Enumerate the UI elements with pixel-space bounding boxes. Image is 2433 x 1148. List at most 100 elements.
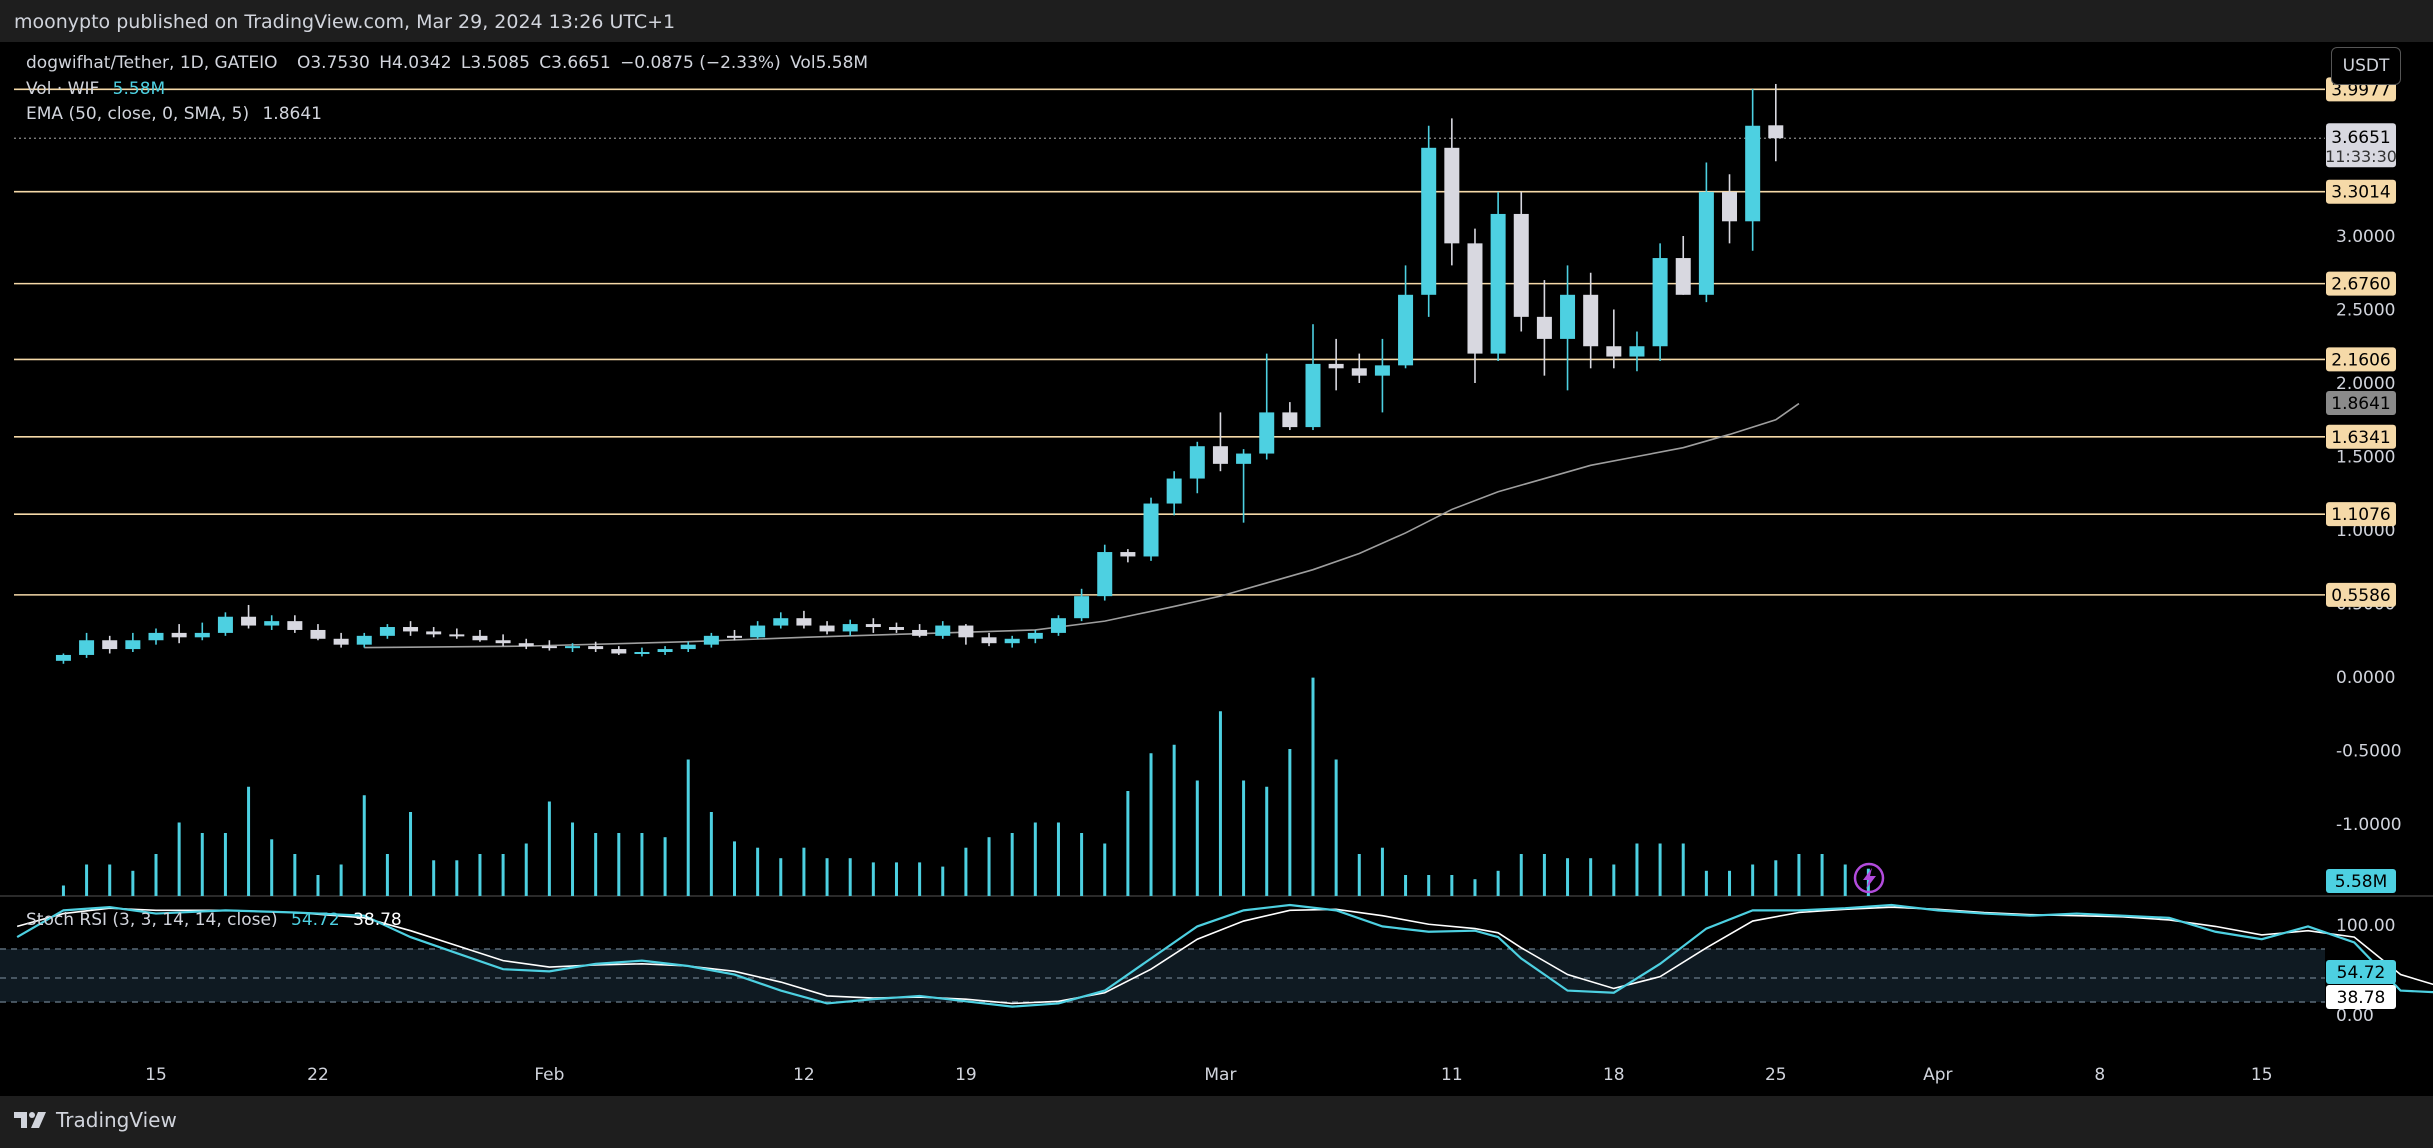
candles-group bbox=[55, 83, 1784, 664]
ema-legend-label: EMA (50, close, 0, SMA, 5) bbox=[26, 104, 250, 124]
candle-body bbox=[1560, 294, 1576, 339]
ohlc-open: 3.7530 bbox=[310, 53, 370, 73]
candle-body bbox=[680, 644, 696, 650]
volume-tag-bg bbox=[2326, 869, 2396, 893]
time-tick-label: 19 bbox=[955, 1065, 977, 1085]
stoch-d-tag-bg bbox=[2326, 985, 2396, 1009]
candle-body bbox=[171, 632, 187, 638]
candle-body bbox=[819, 625, 835, 632]
candle-body bbox=[1606, 346, 1622, 357]
ema-line-group bbox=[364, 402, 1800, 649]
ema-legend-value: 1.8641 bbox=[262, 104, 322, 124]
candle-body bbox=[1050, 618, 1066, 633]
candle-body bbox=[1652, 258, 1668, 347]
candle-body bbox=[310, 629, 326, 639]
stoch-k-value: 54.72 bbox=[291, 910, 340, 930]
candle-body bbox=[379, 627, 395, 636]
candle-body bbox=[1629, 346, 1645, 357]
candle-body bbox=[634, 652, 650, 655]
candle-body bbox=[217, 616, 233, 633]
candle-body bbox=[1143, 503, 1159, 557]
price-tags-group: 3.9977 3.3014 2.6760 2.1606 1.6341 1.1076 0.55… bbox=[2325, 77, 2397, 1009]
candle-body bbox=[1259, 412, 1275, 454]
candle-body bbox=[403, 627, 419, 632]
horizontal-levels-group bbox=[14, 88, 2325, 596]
time-tick-label: 22 bbox=[307, 1065, 329, 1085]
publish-info: moonypto published on TradingView.com, M… bbox=[14, 11, 676, 33]
price-chart[interactable]: 3.00002.50002.00001.50001.00000.50000.00… bbox=[0, 42, 2433, 1096]
candle-body bbox=[1189, 446, 1205, 479]
candle-body bbox=[472, 635, 488, 641]
candle-body bbox=[1698, 191, 1714, 295]
candle-body bbox=[1583, 294, 1599, 347]
candle-body bbox=[356, 635, 372, 645]
candle-body bbox=[1768, 125, 1784, 139]
stoch-k-tag: 54.72 bbox=[2337, 963, 2386, 983]
candle-body bbox=[333, 638, 349, 645]
stoch-d-line bbox=[16, 906, 2433, 1005]
candle-body bbox=[55, 654, 71, 661]
currency-button[interactable]: USDT bbox=[2331, 47, 2401, 85]
volume-legend-label: Vol · WIF bbox=[26, 79, 100, 99]
ohlc-change: −0.0875 (−2.33%) bbox=[620, 53, 781, 73]
candle-body bbox=[750, 625, 766, 638]
price-tick-label: 1.5000 bbox=[2336, 448, 2395, 468]
candle-body bbox=[565, 646, 581, 649]
candle-body bbox=[1074, 596, 1090, 619]
ema-legend[interactable]: EMA (50, close, 0, SMA, 5) 1.8641 bbox=[26, 104, 322, 124]
stoch-rsi-group bbox=[16, 903, 2433, 1008]
ohlc-vol: 5.58M bbox=[815, 53, 869, 73]
lightning-icon[interactable] bbox=[1853, 862, 1885, 894]
countdown-tag: 11:33:30 bbox=[2325, 147, 2397, 166]
level-tag: 2.1606 bbox=[2331, 350, 2390, 370]
stoch-band-group bbox=[0, 895, 2433, 1003]
candle-body bbox=[981, 637, 997, 644]
candle-body bbox=[1328, 363, 1344, 369]
level-tag: 2.6760 bbox=[2331, 275, 2390, 295]
tradingview-logo[interactable]: TradingView bbox=[14, 1108, 177, 1132]
level-tag: 1.1076 bbox=[2331, 505, 2390, 525]
candle-body bbox=[958, 625, 974, 638]
level-tag-bg bbox=[2326, 582, 2396, 607]
level-tag: 3.9977 bbox=[2331, 80, 2390, 100]
candle-body bbox=[518, 643, 534, 647]
ohlc-close-label: C bbox=[539, 53, 552, 73]
symbol-title: dogwifhat/Tether, 1D, GATEIO bbox=[26, 53, 278, 73]
candle-body bbox=[588, 646, 604, 650]
candle-body bbox=[657, 649, 673, 653]
ema-tag-bg bbox=[2326, 390, 2396, 415]
candle-body bbox=[1675, 258, 1691, 295]
candle-body bbox=[727, 635, 742, 638]
stoch-d-tag: 38.78 bbox=[2337, 988, 2386, 1008]
candle-body bbox=[541, 646, 557, 649]
stoch-tick-label: 0.00 bbox=[2336, 1006, 2374, 1026]
footer-bar: TradingView bbox=[0, 1096, 2433, 1148]
level-tag: 3.3014 bbox=[2331, 183, 2390, 203]
level-tag: 0.5586 bbox=[2331, 586, 2390, 606]
candle-body bbox=[865, 624, 881, 628]
candle-body bbox=[1722, 191, 1738, 222]
candle-body bbox=[1467, 243, 1483, 354]
candle-body bbox=[125, 640, 141, 650]
ema-tag: 1.8641 bbox=[2331, 394, 2390, 414]
candle-body bbox=[611, 649, 627, 654]
volume-bars-group bbox=[61, 677, 1870, 896]
symbol-legend[interactable]: dogwifhat/Tether, 1D, GATEIO O3.7530 H4.… bbox=[26, 53, 868, 73]
stoch-legend[interactable]: Stoch RSI (3, 3, 14, 14, close) 54.72 38… bbox=[26, 910, 402, 930]
stoch-legend-label: Stoch RSI (3, 3, 14, 14, close) bbox=[26, 910, 278, 930]
time-tick-label: 18 bbox=[1603, 1065, 1625, 1085]
candle-body bbox=[148, 632, 164, 641]
price-tick-label: -1.0000 bbox=[2336, 815, 2402, 835]
tradingview-icon bbox=[14, 1112, 46, 1128]
time-axis-group: 15 22 Feb 12 19 Mar 11 18 25 Apr 8 15 bbox=[145, 1065, 2272, 1085]
candle-body bbox=[796, 618, 812, 626]
candle-body bbox=[1212, 446, 1228, 464]
level-tag-bg bbox=[2326, 347, 2396, 372]
candle-body bbox=[773, 618, 789, 626]
volume-legend-value: 5.58M bbox=[112, 79, 166, 99]
candle-body bbox=[102, 640, 118, 650]
volume-legend[interactable]: Vol · WIF 5.58M bbox=[26, 79, 165, 99]
ohlc-close: 3.6651 bbox=[551, 53, 611, 73]
ohlc-low: 3.5085 bbox=[470, 53, 530, 73]
stoch-band bbox=[0, 949, 2325, 1002]
